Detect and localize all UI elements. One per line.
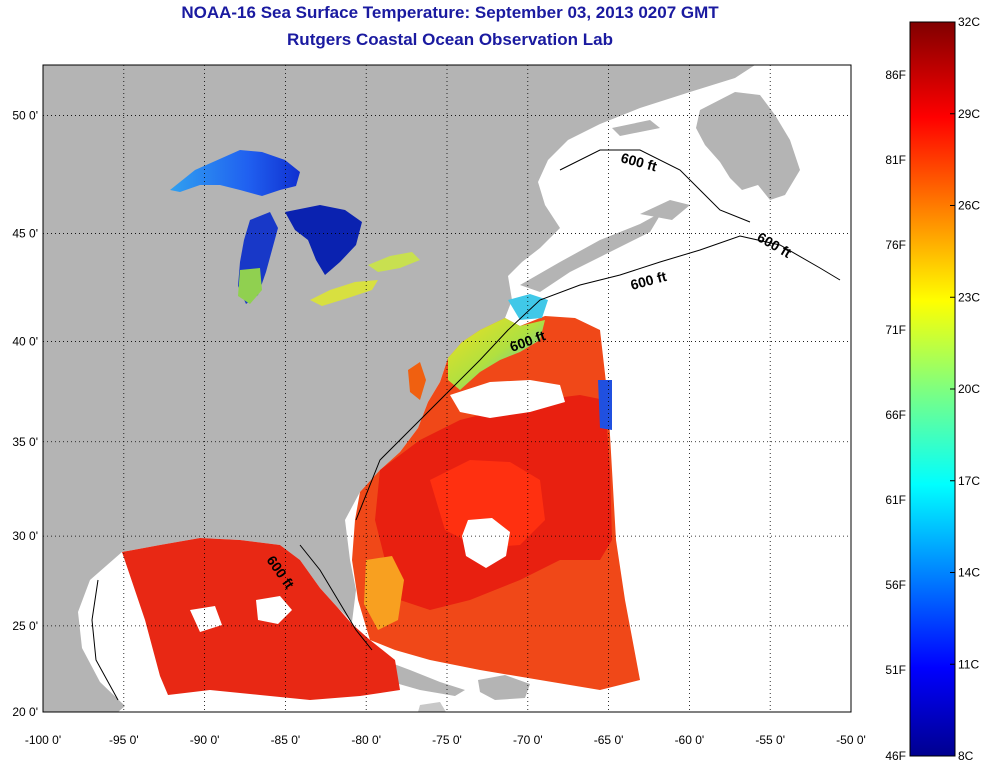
longitude-tick-label: -85 0': [271, 733, 301, 747]
land-hispaniola: [478, 675, 530, 700]
fahrenheit-label: 56F: [885, 578, 906, 592]
sst-cloud-slope: [450, 380, 565, 418]
lake-superior: [170, 150, 300, 196]
longitude-axis: -100 0' -95 0' -90 0' -85 0' -80 0' -75 0' -70…: [25, 733, 866, 747]
fahrenheit-label: 51F: [885, 663, 906, 677]
longitude-tick-label: -75 0': [432, 733, 462, 747]
fahrenheit-label: 46F: [885, 749, 906, 763]
sst-scotian-edge: [598, 380, 612, 430]
fahrenheit-label: 76F: [885, 238, 906, 252]
land-jamaica: [418, 702, 446, 712]
lake-erie: [310, 280, 378, 306]
celsius-label: 14C: [958, 566, 980, 580]
longitude-tick-label: -95 0': [109, 733, 139, 747]
sst-chesapeake: [408, 362, 426, 400]
fahrenheit-label: 81F: [885, 153, 906, 167]
land-cape-breton: [640, 200, 690, 220]
longitude-tick-label: -100 0': [25, 733, 61, 747]
celsius-label: 23C: [958, 290, 980, 304]
map-subtitle: Rutgers Coastal Ocean Observation Lab: [287, 30, 613, 49]
land-newfoundland: [696, 92, 800, 200]
sst-mid-atlantic-shelf: [448, 318, 545, 390]
fahrenheit-label: 86F: [885, 68, 906, 82]
latitude-tick-label: 40 0': [12, 334, 38, 348]
land-north-america: [43, 65, 755, 712]
map-grid: [43, 65, 851, 712]
fahrenheit-label: 61F: [885, 493, 906, 507]
sst-bahamas-mix: [364, 556, 404, 630]
celsius-label: 11C: [958, 657, 979, 671]
fahrenheit-label: 66F: [885, 408, 906, 422]
longitude-tick-label: -80 0': [351, 733, 381, 747]
map-title: NOAA-16 Sea Surface Temperature: Septemb…: [181, 3, 719, 22]
sst-gulf-west-gap: [190, 606, 222, 632]
colorbar-labels: 32C 29C 26C 23C 20C 17C 14C 11C 8C 86F 81F 76F 71F 66…: [885, 15, 980, 763]
sst-georges-bank: [508, 294, 548, 320]
latitude-tick-label: 35 0': [12, 435, 38, 449]
celsius-label: 26C: [958, 199, 980, 213]
lake-michigan-south: [238, 268, 262, 304]
lake-ontario: [368, 252, 420, 272]
map-frame: [42, 64, 852, 713]
colorbar: [909, 21, 956, 757]
land-maritimes: [520, 212, 662, 292]
latitude-tick-label: 25 0': [12, 619, 38, 633]
celsius-label: 29C: [958, 107, 980, 121]
latitude-tick-label: 30 0': [12, 529, 38, 543]
longitude-tick-label: -50 0': [836, 733, 866, 747]
latitude-axis: 20 0' 25 0' 30 0' 35 0' 40 0' 45 0' 50 0': [12, 109, 38, 719]
map-panel: [43, 65, 851, 712]
longitude-tick-label: -55 0': [755, 733, 785, 747]
celsius-label: 8C: [958, 749, 974, 763]
celsius-label: 17C: [958, 474, 980, 488]
celsius-label: 32C: [958, 15, 980, 29]
latitude-tick-label: 50 0': [12, 109, 38, 123]
fahrenheit-label: 71F: [885, 323, 906, 337]
latitude-tick-label: 45 0': [12, 226, 38, 240]
sst-cloud-eddy: [462, 518, 510, 568]
isobath-600ft: [91, 149, 841, 701]
sst-warm-core: [430, 460, 545, 548]
longitude-tick-label: -70 0': [513, 733, 543, 747]
longitude-tick-label: -65 0': [594, 733, 624, 747]
land-anticosti: [612, 120, 660, 136]
sst-gulf-loop: [256, 596, 292, 624]
celsius-label: 20C: [958, 382, 980, 396]
longitude-tick-label: -60 0': [675, 733, 705, 747]
longitude-tick-label: -90 0': [190, 733, 220, 747]
latitude-tick-label: 20 0': [12, 705, 38, 719]
lake-huron: [285, 205, 362, 275]
